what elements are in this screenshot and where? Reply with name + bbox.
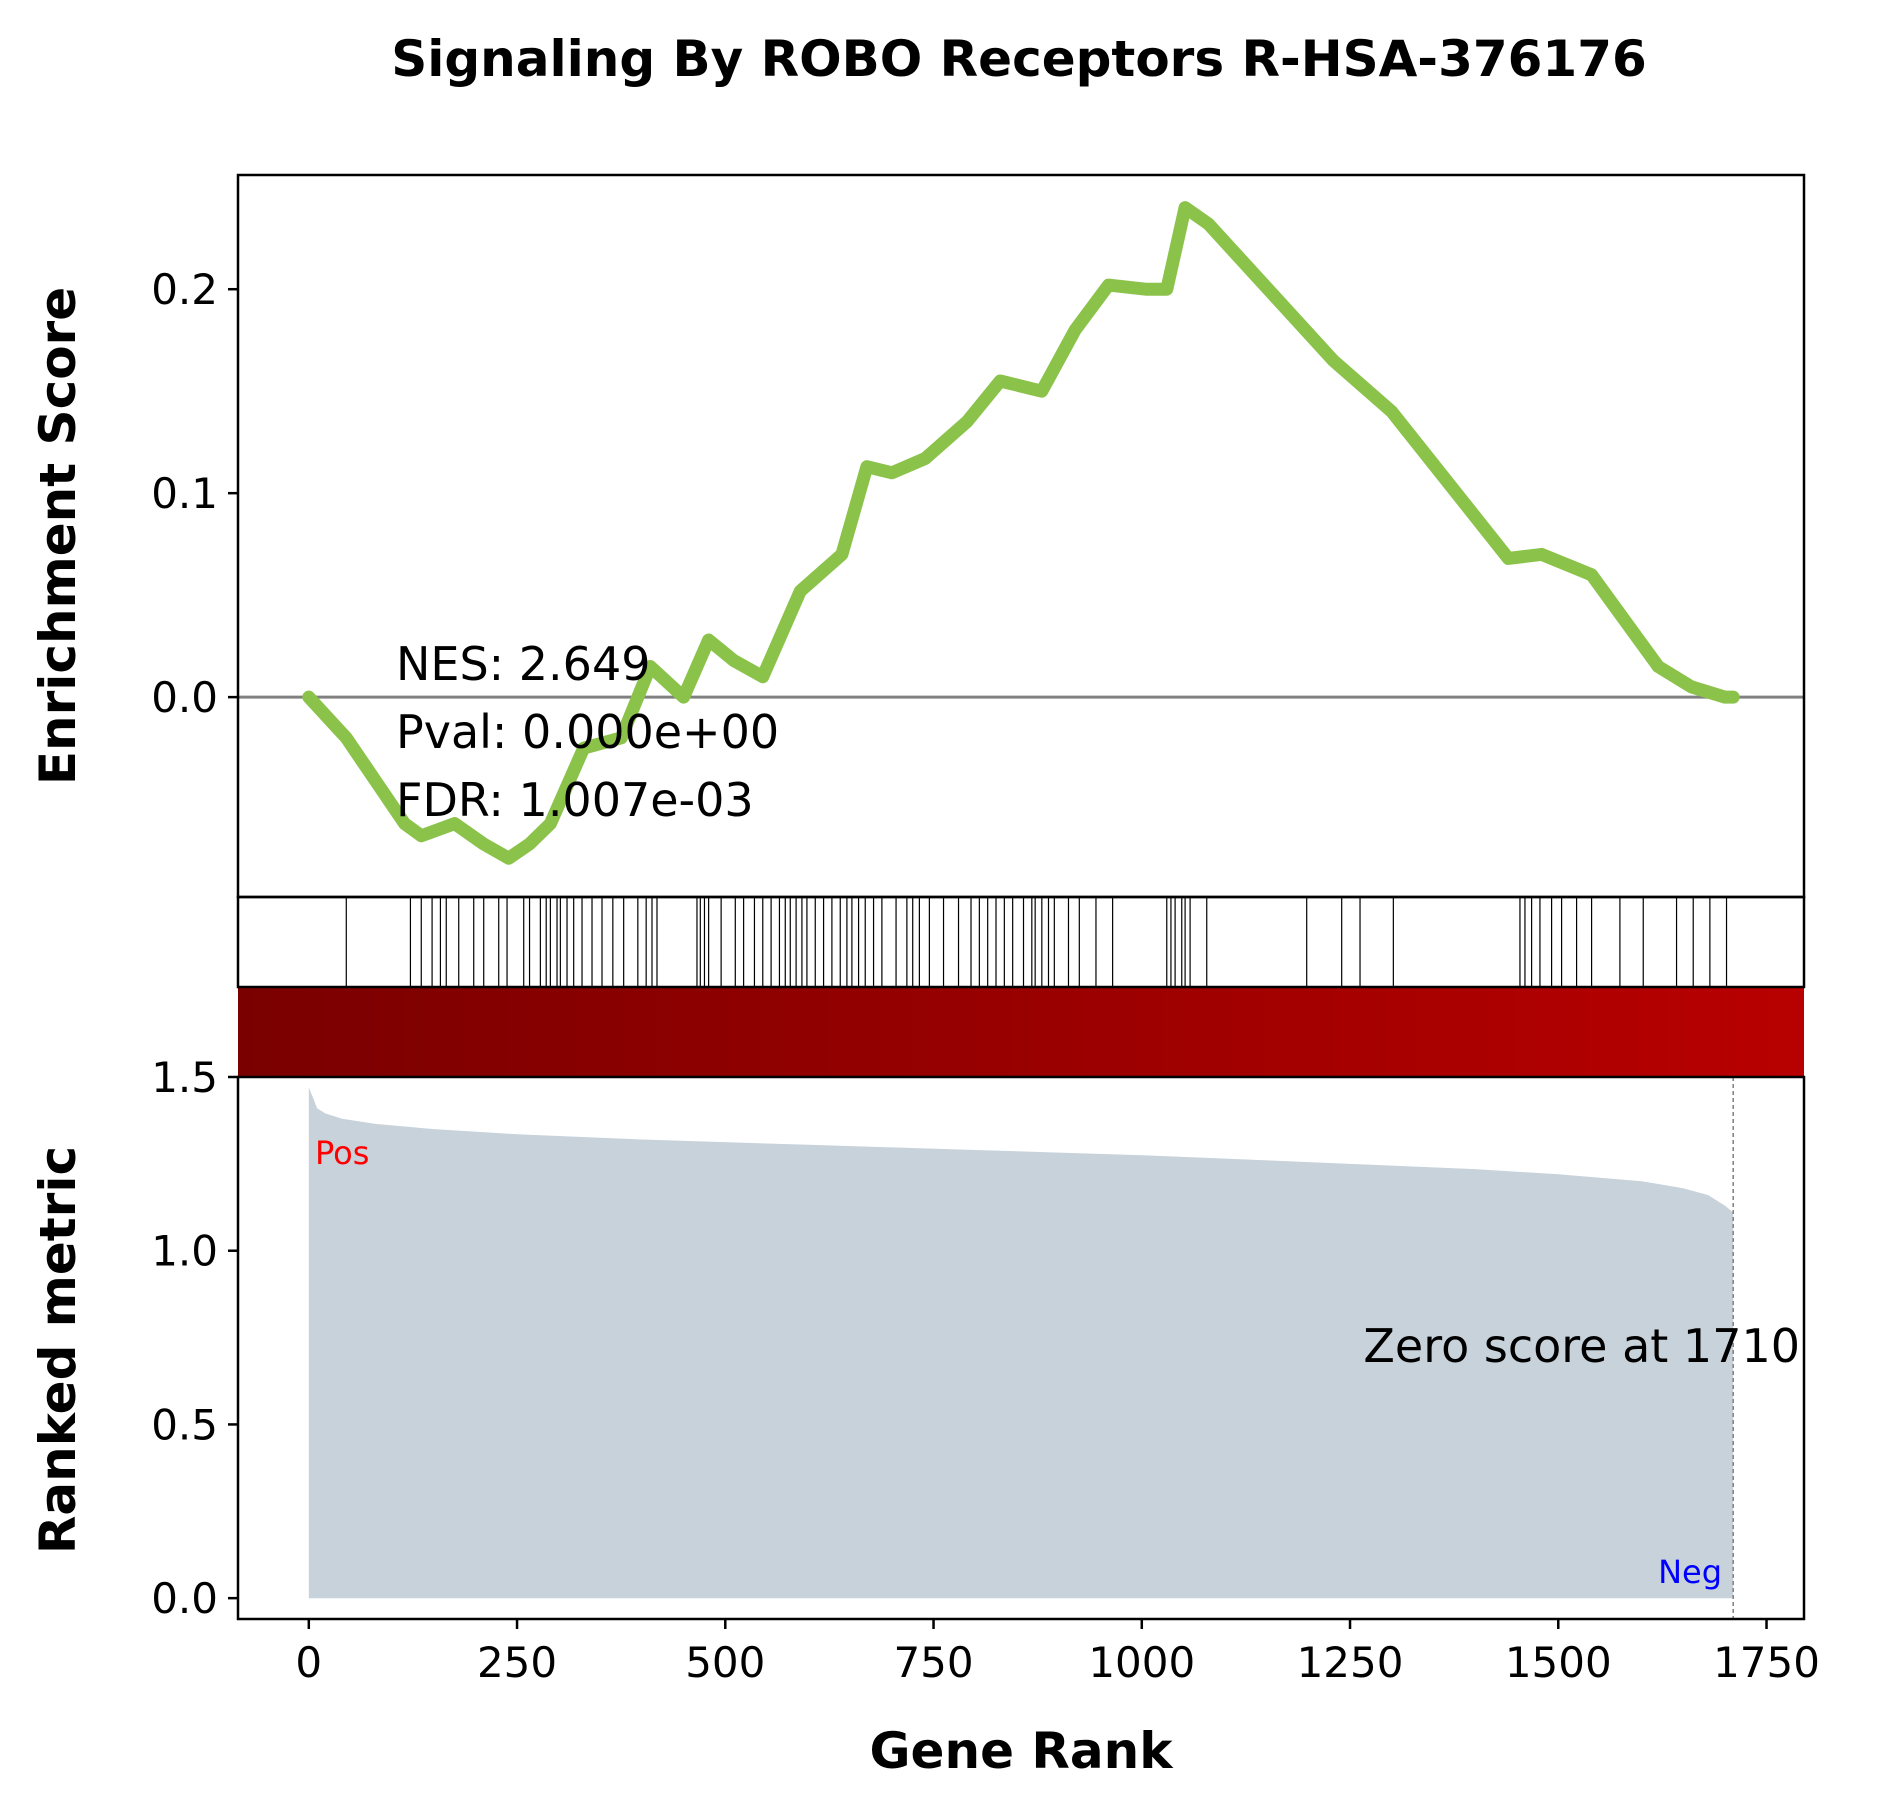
pos-label: Pos [315,1134,369,1172]
enrichment-score-panel: 0.0 0.1 0.2 [151,201,1804,865]
metric-panel-frame [236,1075,1806,1621]
hits-panel-frame [236,895,1806,989]
es-y-axis-label: Enrichment Score [29,287,87,785]
neg-label: Neg [1658,1553,1722,1591]
ranked-metric-panel: 0.0 0.5 1.0 1.5 [151,1053,1734,1623]
es-y-tick-label: 0.2 [151,265,218,314]
metric-y-tick-label: 1.5 [151,1053,218,1102]
rank-heatmap-bar [238,987,1804,1077]
heatmap-gradient [238,987,1804,1077]
metric-y-axis-label: Ranked metric [29,1146,87,1554]
x-tick-label: 1750 [1713,1638,1820,1687]
x-tick-label: 1500 [1505,1638,1612,1687]
ranked-metric-area [308,1087,1734,1599]
metric-y-tick-label: 0.5 [151,1400,218,1449]
zero-score-annotation: Zero score at 1710 [1363,1319,1800,1373]
x-tick-label: 1000 [1088,1638,1195,1687]
x-axis: 0 250 500 750 1000 1250 1500 1750 [295,1619,1820,1687]
x-tick-label: 1250 [1297,1638,1404,1687]
gene-hits-panel [345,897,1728,987]
es-y-tick-label: 0.0 [151,673,218,722]
es-y-tick-label: 0.1 [151,469,218,518]
fdr-annotation: FDR: 1.007e-03 [396,773,754,827]
enrichment-score-line [302,201,1740,865]
chart-title: Signaling By ROBO Receptors R-HSA-376176 [391,30,1647,88]
x-axis-label: Gene Rank [870,1722,1175,1780]
metric-y-tick-label: 1.0 [151,1227,218,1276]
x-tick-label: 250 [477,1638,557,1687]
x-tick-label: 750 [893,1638,973,1687]
nes-annotation: NES: 2.649 [396,637,650,691]
x-tick-label: 0 [295,1638,322,1687]
pval-annotation: Pval: 0.000e+00 [396,705,779,759]
metric-y-tick-label: 0.0 [151,1574,218,1623]
x-tick-label: 500 [685,1638,765,1687]
